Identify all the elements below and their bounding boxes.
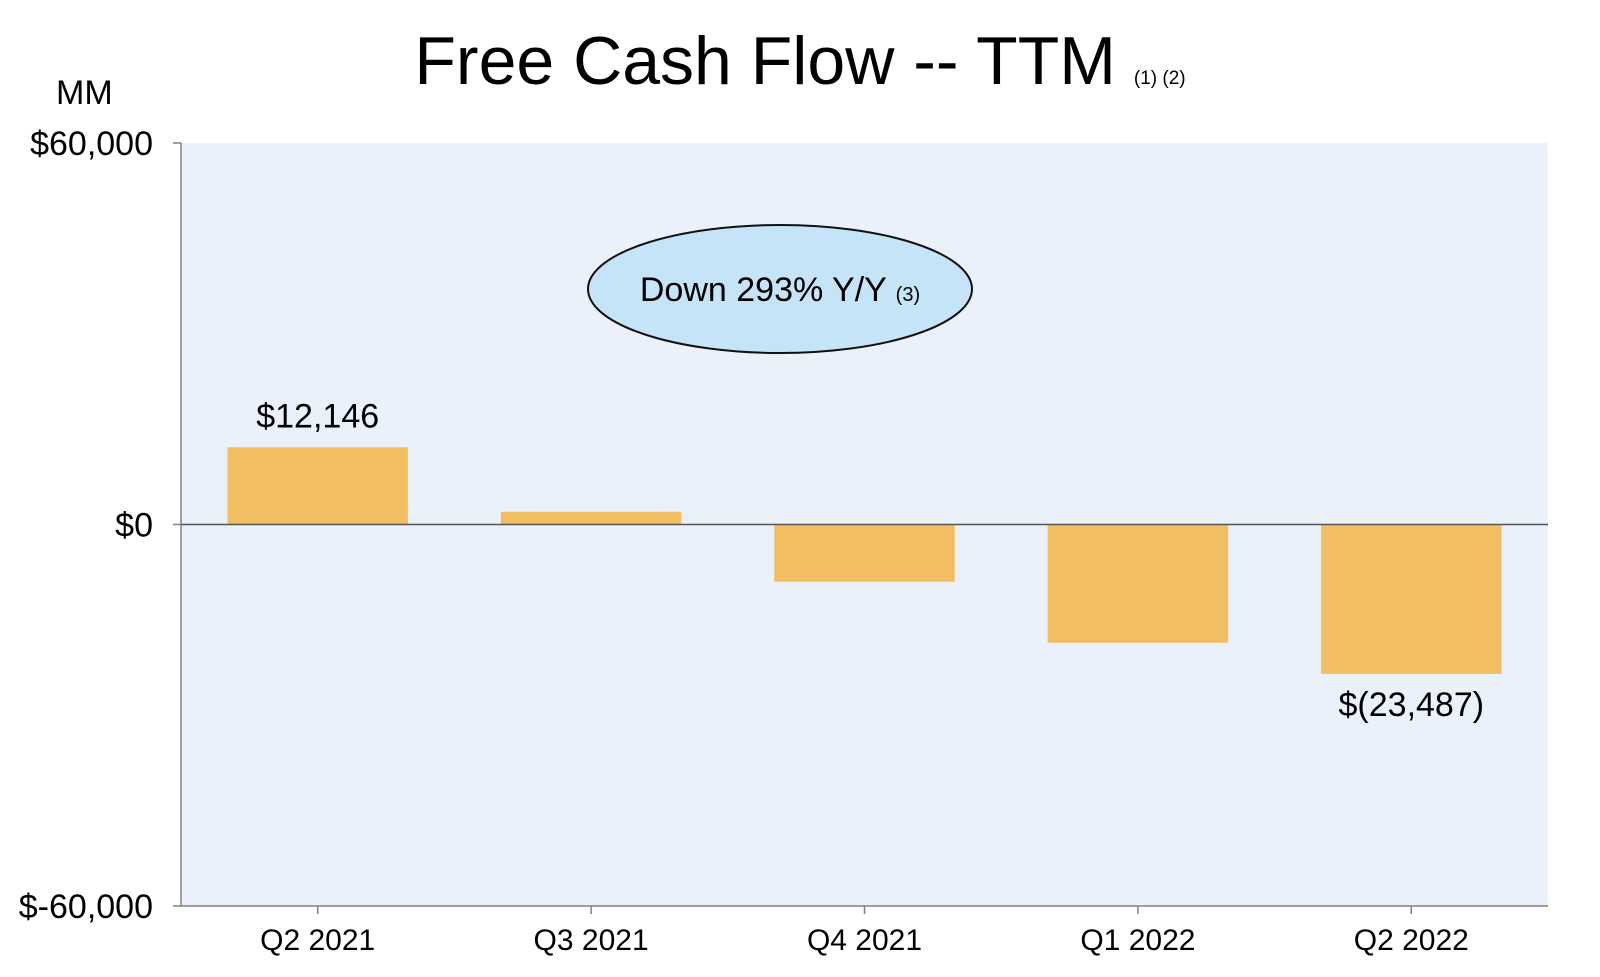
bar-q2-2022 — [1321, 524, 1502, 674]
x-tick-label: Q1 2022 — [1080, 924, 1195, 957]
y-tick-label: $60,000 — [30, 125, 153, 163]
x-tick-label: Q2 2021 — [260, 924, 375, 957]
annotation-text: Down 293% Y/Y (3) — [640, 271, 920, 309]
x-tick-label: Q2 2022 — [1354, 924, 1469, 957]
x-tick-label: Q4 2021 — [807, 924, 922, 957]
x-tick-label: Q3 2021 — [534, 924, 649, 957]
annotation-footnote: (3) — [896, 284, 920, 306]
y-unit-label: MM — [56, 74, 113, 112]
bar-q1-2022 — [1047, 524, 1229, 643]
annotation-main-text: Down 293% Y/Y — [640, 271, 896, 309]
bar-data-label: $(23,487) — [1339, 686, 1485, 724]
bar-data-label: $12,146 — [256, 397, 379, 435]
y-tick-label: $-60,000 — [19, 888, 153, 926]
chart-title-footnote: (1) (2) — [1133, 68, 1186, 89]
chart-title-row: Free Cash Flow -- TTM (1) (2) — [0, 22, 1600, 100]
bar-q3-2021 — [500, 511, 682, 525]
chart-title: Free Cash Flow -- TTM — [414, 23, 1116, 99]
bar-q4-2021 — [774, 524, 955, 582]
y-tick-label: $0 — [115, 507, 153, 545]
bar-q2-2021 — [227, 447, 408, 525]
annotation-bubble — [587, 224, 973, 354]
